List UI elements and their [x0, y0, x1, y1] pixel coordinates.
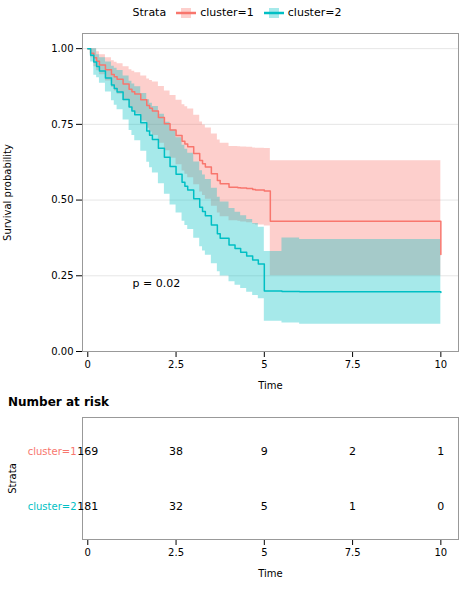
svg-text:0.75: 0.75 [51, 119, 73, 130]
svg-text:7.5: 7.5 [345, 547, 361, 558]
svg-text:5: 5 [261, 359, 267, 370]
svg-text:10: 10 [434, 359, 447, 370]
html-text:Strata: Strata [132, 6, 167, 19]
svg-text:2.5: 2.5 [168, 547, 184, 558]
svg-text:Time: Time [257, 568, 282, 579]
svg-text:0.50: 0.50 [51, 194, 73, 205]
html-text:cluster=2: cluster=2 [287, 6, 342, 19]
html-text:cluster=1: cluster=1 [200, 6, 254, 19]
svg-text:0.00: 0.00 [51, 346, 73, 357]
html-text:Number at risk: Number at risk [8, 395, 110, 409]
svg-text:Strata: Strata [7, 463, 18, 494]
svg-text:169: 169 [77, 445, 98, 458]
svg-text:5: 5 [261, 500, 268, 513]
svg-text:Survival probability: Survival probability [2, 144, 13, 241]
svg-text:0: 0 [85, 359, 91, 370]
svg-text:p = 0.02: p = 0.02 [133, 277, 181, 290]
svg-text:0.25: 0.25 [51, 270, 73, 281]
svg-text:cluster=2: cluster=2 [28, 501, 77, 512]
svg-text:1: 1 [349, 500, 356, 513]
svg-text:5: 5 [261, 547, 267, 558]
svg-text:2.5: 2.5 [168, 359, 184, 370]
svg-text:38: 38 [169, 445, 183, 458]
svg-text:7.5: 7.5 [345, 359, 361, 370]
svg-text:32: 32 [169, 500, 183, 513]
svg-text:2: 2 [349, 445, 356, 458]
svg-text:10: 10 [434, 547, 447, 558]
svg-text:0: 0 [437, 500, 444, 513]
svg-text:Time: Time [257, 380, 282, 391]
svg-text:cluster=1: cluster=1 [28, 446, 77, 457]
svg-text:1.00: 1.00 [51, 43, 73, 54]
svg-text:9: 9 [261, 445, 268, 458]
svg-text:0: 0 [85, 547, 91, 558]
svg-text:181: 181 [77, 500, 98, 513]
svg-text:1: 1 [437, 445, 444, 458]
